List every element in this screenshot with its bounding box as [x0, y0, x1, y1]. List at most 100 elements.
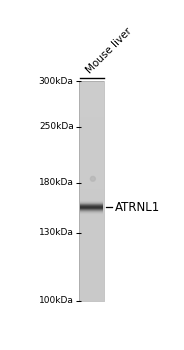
Bar [79, 160, 104, 161]
Bar [80, 203, 103, 204]
Bar [79, 125, 104, 126]
Bar [80, 204, 103, 205]
Bar [80, 203, 103, 204]
Bar [79, 232, 104, 233]
Bar [79, 212, 104, 213]
Bar [79, 147, 104, 148]
Bar [79, 167, 104, 168]
Text: 180kDa: 180kDa [39, 178, 74, 187]
Bar [80, 210, 103, 211]
Bar [79, 195, 104, 196]
Bar [79, 257, 104, 258]
Bar [79, 196, 104, 197]
Bar [79, 208, 104, 209]
Bar [79, 122, 104, 123]
Bar [79, 109, 104, 110]
Bar [79, 295, 104, 296]
Bar [79, 102, 104, 103]
Bar [79, 243, 104, 244]
Text: 100kDa: 100kDa [39, 296, 74, 305]
Bar [79, 241, 104, 242]
Bar [79, 234, 104, 235]
Bar [79, 298, 104, 299]
Bar [80, 203, 103, 204]
Bar [79, 226, 104, 228]
Bar [79, 244, 104, 245]
Bar [79, 136, 104, 138]
Bar [79, 268, 104, 269]
Bar [79, 134, 104, 135]
Bar [80, 201, 103, 202]
Bar [79, 271, 104, 272]
Bar [80, 208, 103, 209]
Bar [79, 231, 104, 232]
Bar [80, 213, 103, 214]
Bar [79, 156, 104, 157]
Bar [79, 220, 104, 221]
Bar [79, 214, 104, 215]
Bar [79, 175, 104, 176]
Bar [79, 247, 104, 248]
Bar [79, 81, 104, 82]
Bar [79, 248, 104, 249]
Bar [79, 281, 104, 282]
Bar [79, 99, 104, 100]
Bar [80, 204, 103, 205]
Bar [79, 263, 104, 264]
Text: ATRNL1: ATRNL1 [115, 201, 160, 214]
Bar [79, 178, 104, 179]
Bar [79, 107, 104, 108]
Bar [79, 227, 104, 228]
Bar [79, 82, 104, 83]
Bar [79, 242, 104, 243]
Bar [79, 282, 104, 283]
Bar [79, 117, 104, 118]
Bar [79, 199, 104, 201]
Bar [79, 145, 104, 146]
Bar [79, 277, 104, 278]
Bar [79, 273, 104, 274]
Bar [79, 267, 104, 268]
Bar [79, 125, 104, 126]
Bar [79, 161, 104, 162]
Bar [79, 131, 104, 132]
Bar [79, 180, 104, 181]
Bar [79, 256, 104, 257]
Bar [79, 135, 104, 136]
Text: Mouse liver: Mouse liver [85, 26, 134, 75]
Bar [79, 130, 104, 131]
Bar [79, 186, 104, 187]
Bar [79, 234, 104, 236]
Bar [79, 111, 104, 112]
Bar [79, 274, 104, 275]
Bar [80, 200, 103, 201]
Bar [79, 81, 104, 301]
Bar [80, 202, 103, 203]
Bar [80, 200, 103, 201]
Bar [79, 192, 104, 193]
Bar [79, 153, 104, 154]
Bar [79, 275, 104, 276]
Bar [79, 194, 104, 195]
Bar [79, 194, 104, 195]
Bar [79, 215, 104, 216]
Bar [79, 128, 104, 129]
Bar [79, 177, 104, 178]
Bar [79, 264, 104, 265]
Bar [79, 139, 104, 140]
Bar [79, 159, 104, 160]
Bar [79, 225, 104, 226]
Bar [79, 132, 104, 133]
Bar [79, 122, 104, 124]
Bar [79, 245, 104, 246]
Bar [79, 123, 104, 124]
Bar [79, 155, 104, 156]
Bar [79, 106, 104, 107]
Bar [79, 150, 104, 151]
Bar [79, 119, 104, 120]
Bar [80, 211, 103, 212]
Bar [79, 199, 104, 200]
Bar [79, 265, 104, 266]
Ellipse shape [90, 176, 95, 181]
Bar [79, 220, 104, 222]
